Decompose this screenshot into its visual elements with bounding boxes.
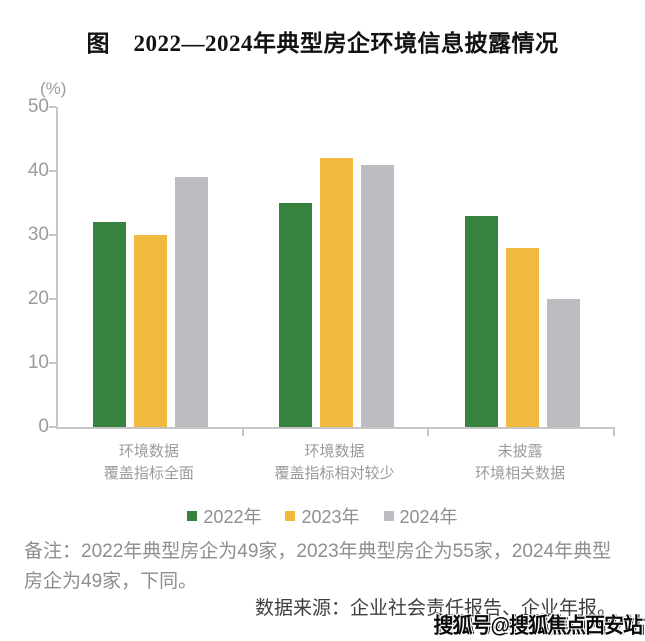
legend-swatch: [285, 511, 296, 521]
y-tick-mark: [49, 298, 56, 300]
plot-area: 0 10 20 30 40 50: [28, 96, 615, 437]
category-label-line1: 未披露: [497, 443, 543, 460]
bar-group: [58, 107, 244, 427]
x-axis-category-label: 环境数据覆盖指标全面: [56, 441, 242, 485]
category-label-line1: 环境数据: [118, 443, 179, 460]
x-axis-category-label: 环境数据覆盖指标相对较少: [242, 441, 428, 485]
x-axis-category-label: 未披露 环境相关数据: [427, 441, 613, 485]
bar-2024年: [175, 177, 209, 427]
y-tick-label: 10: [27, 352, 49, 373]
legend-item: 2023年: [285, 503, 360, 529]
legend-label: 2024年: [399, 507, 458, 527]
bar-2024年: [361, 164, 394, 427]
x-tick-mark: [613, 429, 615, 436]
legend-item: 2022年: [187, 503, 261, 529]
legend-swatch: [383, 511, 394, 521]
legend-item: 2024年: [383, 503, 458, 529]
footnote: 备注：2022年典型房企为49家，2023年典型房企为55家，2024年典型房企…: [24, 541, 612, 592]
bar-group: [429, 107, 615, 427]
legend-label: 2023年: [301, 507, 360, 527]
x-tick-mark: [427, 429, 430, 436]
bar-2022年: [464, 215, 498, 427]
y-tick-mark: [49, 170, 56, 172]
y-axis-unit-label: (%): [40, 79, 67, 98]
bar-2022年: [279, 203, 312, 427]
x-tick-mark: [241, 429, 244, 436]
bars-layer: [58, 107, 615, 427]
chart-title: 图 2022—2024年典型房企环境信息披露情况: [86, 31, 559, 56]
category-label-line2: 环境相关数据: [475, 465, 566, 482]
y-tick-label: 0: [38, 416, 49, 437]
legend-swatch: [187, 511, 198, 521]
y-tick-label: 40: [27, 160, 49, 181]
y-tick-label: 30: [27, 224, 49, 245]
y-tick-label: 20: [27, 288, 49, 309]
x-axis-labels: 环境数据 覆盖指标全面 环境数据 覆盖指标相对较少 未披露 环境相关数据: [56, 441, 613, 485]
y-tick-label: 50: [27, 96, 49, 117]
bar-group: [244, 107, 430, 427]
category-label-line1: 环境数据: [304, 443, 365, 460]
y-tick-mark: [49, 362, 56, 364]
y-tick-mark: [49, 106, 56, 108]
bar-2023年: [320, 158, 353, 427]
category-label-line2: 覆盖指标全面: [103, 465, 194, 482]
bar-2023年: [134, 235, 168, 427]
y-tick-mark: [49, 234, 56, 236]
bar-2024年: [546, 299, 580, 427]
category-label-line2: 覆盖指标相对较少: [274, 465, 395, 482]
data-source: 数据来源：企业社会责任报告、企业年报。: [255, 598, 617, 619]
legend: 2022年 2023年 2024年: [0, 503, 645, 529]
bar-2022年: [93, 222, 127, 427]
legend-label: 2022年: [203, 507, 262, 527]
y-tick-mark: [49, 426, 56, 428]
bar-2023年: [505, 247, 539, 427]
watermark: 搜狐号@搜狐焦点西安站: [433, 614, 643, 638]
